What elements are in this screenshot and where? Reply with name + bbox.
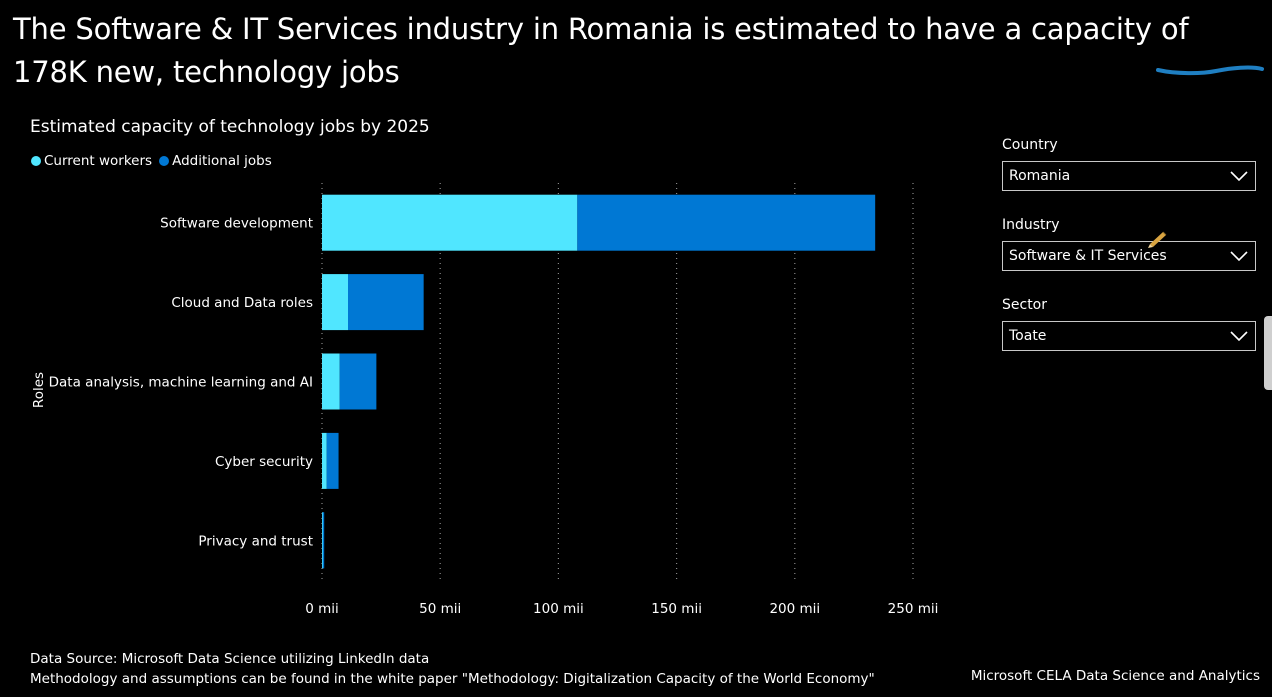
bar-additional-jobs: [326, 432, 339, 489]
sector-dropdown-value: Toate: [1009, 328, 1047, 344]
chart-legend: Current workers Additional jobs: [31, 153, 279, 169]
methodology-note: Methodology and assumptions can be found…: [30, 671, 875, 687]
sector-filter: Sector Toate: [1002, 297, 1256, 351]
y-axis-label: Roles: [31, 372, 47, 408]
bar-chart: 0 mii 50 mii 100 mii 150 mii 200 mii 250 mii R…: [31, 183, 939, 617]
chevron-down-icon: [1230, 251, 1248, 262]
legend-item-current-workers[interactable]: Current workers: [31, 153, 152, 169]
category-label: Cloud and Data roles: [171, 295, 313, 311]
data-source-note: Data Source: Microsoft Data Science util…: [30, 651, 430, 667]
country-dropdown-value: Romania: [1009, 168, 1071, 184]
bar-additional-jobs: [339, 353, 377, 410]
bar-current-workers: [322, 274, 349, 331]
category-label: Data analysis, machine learning and AI: [49, 375, 313, 391]
legend-label-additional-jobs: Additional jobs: [172, 153, 272, 169]
category-label: Cyber security: [215, 454, 313, 470]
bar-current-workers: [322, 353, 340, 410]
industry-dropdown[interactable]: Software & IT Services: [1002, 241, 1256, 271]
side-panel-handle[interactable]: [1264, 316, 1272, 390]
bar-additional-jobs: [577, 194, 876, 251]
chevron-down-icon: [1230, 331, 1248, 342]
industry-filter: Industry Software & IT Services: [1002, 217, 1256, 271]
country-filter-label: Country: [1002, 137, 1058, 153]
sector-dropdown[interactable]: Toate: [1002, 321, 1256, 351]
pencil-icon: [1148, 231, 1167, 248]
x-tick-label: 0 mii: [305, 601, 339, 617]
chart-title: Estimated capacity of technology jobs by…: [30, 117, 430, 137]
category-label: Software development: [160, 216, 313, 232]
bar-additional-jobs: [348, 274, 424, 331]
chevron-down-icon: [1230, 171, 1248, 182]
country-dropdown[interactable]: Romania: [1002, 161, 1256, 191]
accent-underline-stroke: [1156, 65, 1264, 76]
category-label: Privacy and trust: [198, 533, 313, 549]
bar-current-workers: [322, 194, 578, 251]
bar-additional-jobs: [322, 512, 325, 569]
legend-swatch-additional-jobs: [159, 156, 170, 166]
sector-filter-label: Sector: [1002, 297, 1048, 313]
bar-current-workers: [322, 432, 327, 489]
page-title: The Software & IT Services industry in R…: [13, 12, 1189, 89]
x-tick-label: 250 mii: [888, 601, 939, 617]
x-tick-label: 150 mii: [651, 601, 702, 617]
x-tick-label: 100 mii: [533, 601, 584, 617]
x-tick-label: 200 mii: [769, 601, 820, 617]
industry-dropdown-value: Software & IT Services: [1009, 248, 1167, 264]
legend-swatch-current-workers: [31, 156, 41, 166]
legend-label-current-workers: Current workers: [44, 153, 153, 169]
footer-credit: Microsoft CELA Data Science and Analytic…: [970, 668, 1260, 684]
footer-notes: Data Source: Microsoft Data Science util…: [30, 649, 875, 689]
x-tick-label: 50 mii: [419, 601, 461, 617]
country-filter: Country Romania: [1002, 137, 1256, 191]
legend-item-additional-jobs[interactable]: Additional jobs: [159, 153, 272, 169]
industry-filter-label: Industry: [1002, 217, 1060, 233]
